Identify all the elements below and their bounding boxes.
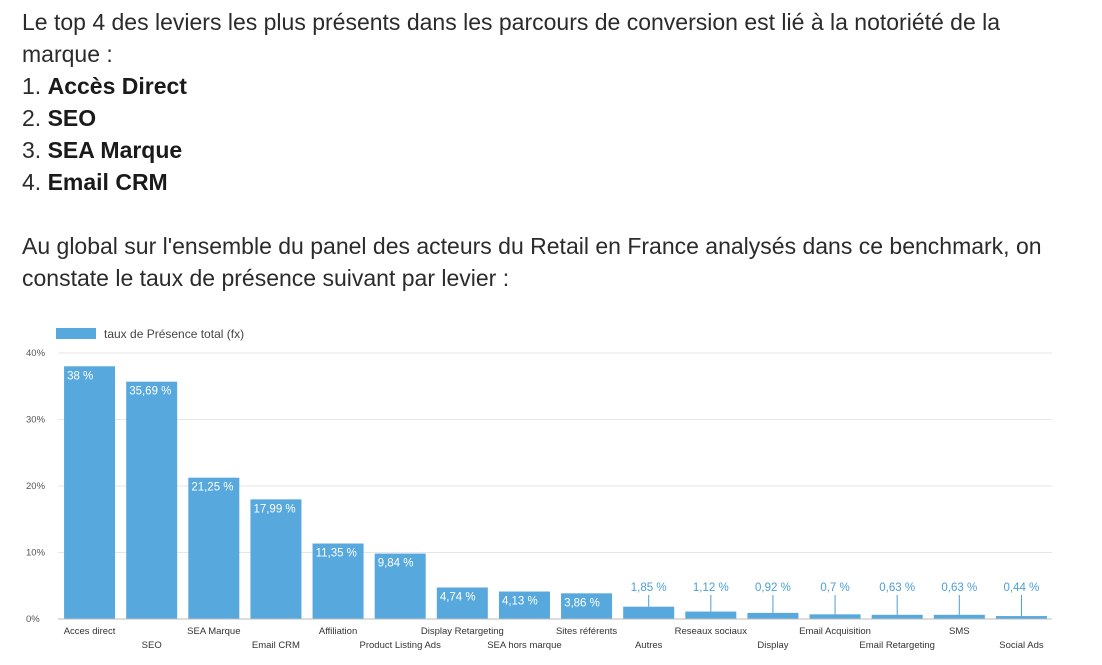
- list-item: 2. SEO: [22, 102, 1082, 134]
- bar: [561, 593, 613, 619]
- data-label: 11,35 %: [316, 548, 357, 560]
- list-item-label: Accès Direct: [47, 73, 187, 99]
- data-label: 3,86 %: [564, 597, 600, 609]
- data-label: 1,12 %: [693, 582, 729, 594]
- x-tick-label: Social Ads: [999, 640, 1044, 651]
- list-item-number: 2.: [22, 105, 42, 131]
- x-tick-label: Sites référents: [556, 626, 617, 637]
- bar: [374, 553, 426, 619]
- bar: [871, 614, 923, 619]
- bar: [312, 543, 364, 619]
- list-item: 3. SEA Marque: [22, 134, 1082, 166]
- x-tick-label: SMS: [949, 626, 970, 637]
- y-tick-label: 0%: [26, 614, 40, 625]
- list-item: 1. Accès Direct: [22, 70, 1082, 102]
- x-tick-label: Email Retargeting: [859, 640, 935, 651]
- x-tick-label: Email Acquisition: [799, 626, 871, 637]
- bar: [498, 591, 550, 619]
- data-label: 1,85 %: [631, 582, 667, 594]
- data-label: 4,74 %: [440, 591, 476, 603]
- x-tick-label: Acces direct: [64, 626, 116, 637]
- x-tick-label: Email CRM: [252, 640, 300, 651]
- bar: [747, 612, 799, 619]
- data-label: 4,13 %: [502, 596, 538, 608]
- intro-text: Le top 4 des leviers les plus présents d…: [22, 6, 1082, 294]
- bar-chart: 0% 10% 20% 30% 40% taux de Présence total (fx…: [26, 327, 1052, 651]
- x-tick-label: Autres: [635, 640, 663, 651]
- x-tick-label: Reseaux sociaux: [675, 626, 748, 637]
- bar: [623, 606, 675, 619]
- list-item-label: SEA Marque: [47, 137, 183, 163]
- data-label: 9,84 %: [378, 558, 414, 570]
- data-label: 0,92 %: [755, 582, 791, 594]
- x-tick-label: Display Retargeting: [421, 626, 504, 637]
- legend-label: taux de Présence total (fx): [104, 327, 244, 341]
- x-tick-label: Display: [757, 640, 788, 651]
- x-tick-label: SEA Marque: [187, 626, 240, 637]
- list-item-label: Email CRM: [47, 169, 168, 195]
- bar: [126, 381, 178, 619]
- bar: [809, 614, 861, 619]
- x-tick-label: SEO: [142, 640, 162, 651]
- data-label: 21,25 %: [191, 482, 233, 494]
- list-item-label: SEO: [47, 105, 97, 131]
- intro-line2: Au global sur l'ensemble du panel des ac…: [22, 233, 1042, 291]
- bar: [685, 611, 737, 619]
- list-item-number: 4.: [22, 169, 42, 195]
- bar: [995, 616, 1047, 619]
- list-item-number: 1.: [22, 73, 42, 99]
- bar: [188, 477, 240, 619]
- legend-swatch: [56, 328, 96, 339]
- data-label: 0,63 %: [941, 582, 977, 594]
- bar: [933, 614, 985, 619]
- intro-line1: Le top 4 des leviers les plus présents d…: [22, 9, 1001, 67]
- bar: [250, 499, 302, 619]
- bar: [64, 366, 116, 619]
- x-tick-label: Affiliation: [319, 626, 357, 637]
- list-item: 4. Email CRM: [22, 166, 1082, 198]
- y-tick-label: 20%: [26, 481, 46, 492]
- data-label: 0,7 %: [820, 582, 849, 594]
- data-label: 0,63 %: [879, 582, 915, 594]
- data-label: 35,69 %: [129, 386, 171, 398]
- y-tick-label: 40%: [26, 348, 46, 359]
- y-tick-label: 10%: [26, 548, 46, 559]
- list-item-number: 3.: [22, 137, 42, 163]
- x-tick-label: Product Listing Ads: [360, 640, 442, 651]
- data-label: 17,99 %: [253, 503, 295, 515]
- data-label: 0,44 %: [1004, 582, 1040, 594]
- x-tick-label: SEA hors marque: [487, 640, 561, 651]
- bar: [436, 587, 488, 619]
- y-tick-label: 30%: [26, 415, 46, 426]
- data-label: 38 %: [67, 370, 93, 382]
